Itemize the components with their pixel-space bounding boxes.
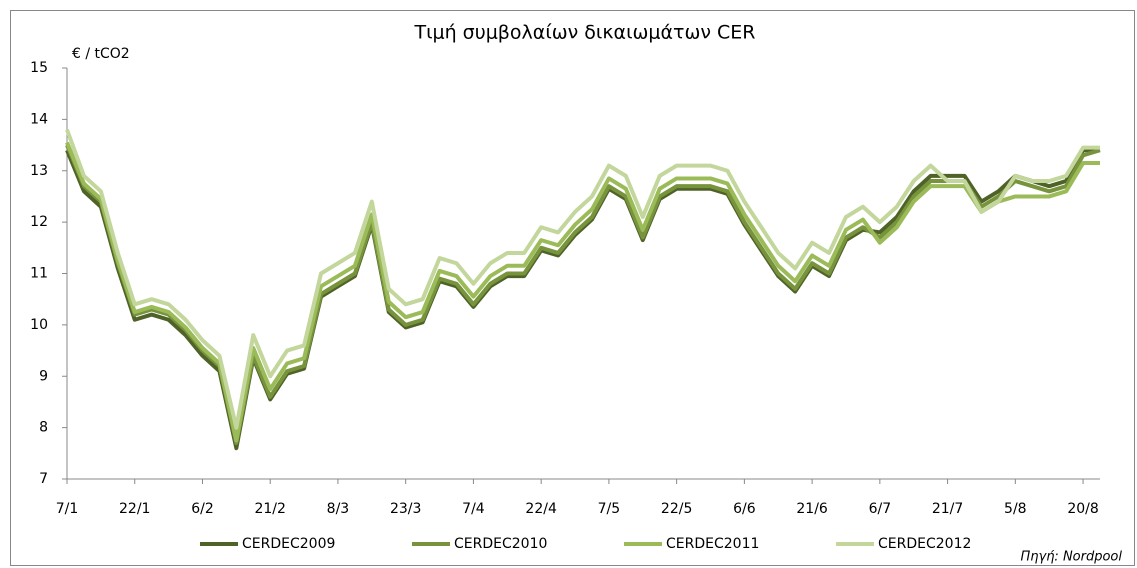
legend-label: CERDEC2012	[878, 536, 971, 552]
y-tick-label: 10	[30, 317, 48, 333]
x-tick-label: 7/1	[56, 501, 79, 517]
x-tick-label: 21/6	[796, 501, 828, 517]
x-tick-label: 22/1	[119, 501, 150, 517]
x-tick-label: 5/8	[1004, 501, 1027, 517]
x-tick-label: 20/8	[1067, 501, 1098, 517]
y-tick-label: 7	[39, 471, 48, 487]
y-tick-label: 9	[39, 368, 48, 384]
x-tick-label: 6/2	[191, 501, 214, 517]
legend-label: CERDEC2009	[242, 536, 335, 552]
chart-title: Τιμή συμβολαίων δικαιωμάτων CER	[413, 22, 755, 44]
x-tick-label: 22/5	[661, 501, 692, 517]
legend-label: CERDEC2011	[666, 536, 759, 552]
x-tick-label: 6/6	[733, 501, 756, 517]
x-tick-label: 22/4	[525, 501, 557, 517]
y-tick-label: 13	[30, 163, 48, 179]
series-line	[65, 128, 1100, 430]
source: Πηγή: Nordpool	[1020, 550, 1122, 565]
x-tick-label: 7/5	[598, 501, 621, 517]
legend-label: CERDEC2010	[454, 536, 547, 552]
x-tick-label: 21/7	[932, 501, 963, 517]
x-tick-label: 6/7	[869, 501, 892, 517]
series-line	[65, 141, 1100, 443]
y-tick-label: 12	[30, 214, 48, 230]
y-tick-label: 11	[30, 266, 48, 282]
x-tick-label: 21/2	[254, 501, 285, 517]
y-tick-label: 14	[30, 111, 48, 127]
y-tick-label: 15	[30, 60, 48, 76]
x-tick-label: 7/4	[462, 501, 485, 517]
x-tick-label: 8/3	[327, 501, 350, 517]
x-tick-label: 23/3	[390, 501, 421, 517]
y-axis-label: € / tCO2	[72, 46, 130, 62]
chart-border	[10, 10, 1135, 566]
y-tick-label: 8	[39, 420, 48, 436]
